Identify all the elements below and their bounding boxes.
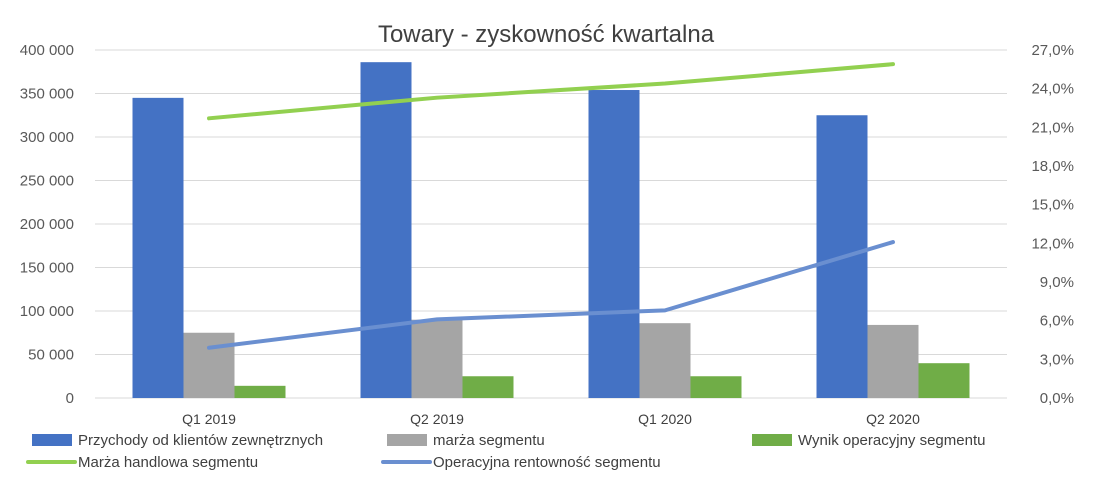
series-line [207, 240, 895, 350]
bar [462, 376, 514, 398]
lines [207, 62, 895, 350]
legend-swatch [752, 434, 792, 446]
y-left-tick-label: 100 000 [20, 303, 74, 320]
bar [360, 62, 412, 399]
bar [411, 319, 463, 398]
x-tick-label: Q2 2020 [866, 411, 920, 427]
bar [918, 363, 970, 398]
bar [183, 332, 235, 398]
legend-label: Marża handlowa segmentu [78, 454, 258, 471]
legend-label: Wynik operacyjny segmentu [798, 432, 985, 449]
y-right-tick-label: 6,0% [1040, 313, 1074, 330]
y-right-tick-label: 0,0% [1040, 390, 1074, 407]
y-left-tick-label: 250 000 [20, 173, 74, 190]
y-right-tick-label: 9,0% [1040, 274, 1074, 291]
y-right-tick-label: 3,0% [1040, 351, 1074, 368]
x-axis: Q1 2019 Q2 2019 Q1 2020 Q2 2020 [182, 411, 920, 427]
y-left-tick-label: 150 000 [20, 260, 74, 277]
y-left-tick-label: 200 000 [20, 216, 74, 233]
x-tick-label: Q2 2019 [410, 411, 464, 427]
y-right-tick-label: 18,0% [1031, 158, 1074, 175]
y-left-tick-label: 50 000 [28, 347, 74, 364]
y-right-tick-label: 21,0% [1031, 119, 1074, 136]
y-right-tick-label: 27,0% [1031, 42, 1074, 59]
legend-label: Operacyjna rentowność segmentu [433, 454, 661, 471]
y-left-tick-label: 400 000 [20, 42, 74, 59]
bar [588, 90, 640, 399]
bar [867, 324, 919, 398]
y-left-tick-label: 0 [66, 390, 74, 407]
legend-label: Przychody od klientów zewnętrznych [78, 432, 323, 449]
x-tick-label: Q1 2019 [182, 411, 236, 427]
y-right-tick-label: 15,0% [1031, 197, 1074, 214]
bar [132, 97, 184, 398]
x-tick-label: Q1 2020 [638, 411, 692, 427]
legend: Przychody od klientów zewnętrznych marża … [26, 432, 985, 471]
legend-label: marża segmentu [433, 432, 545, 449]
legend-swatch [387, 434, 427, 446]
chart-title: Towary - zyskowność kwartalna [378, 21, 715, 48]
right-axis: 0,0% 3,0% 6,0% 9,0% 12,0% 15,0% 18,0% 21,0% 24,0… [1031, 42, 1074, 407]
bar [639, 323, 691, 398]
legend-swatch [32, 434, 72, 446]
y-left-tick-label: 350 000 [20, 86, 74, 103]
bar [234, 385, 286, 398]
bar [690, 376, 742, 398]
left-axis: 0 50 000 100 000 150 000 200 000 250 000 300 0… [20, 42, 74, 407]
y-right-tick-label: 12,0% [1031, 235, 1074, 252]
grid [95, 49, 1007, 399]
bars [132, 62, 970, 399]
series-line [207, 62, 895, 121]
y-right-tick-label: 24,0% [1031, 81, 1074, 98]
y-left-tick-label: 300 000 [20, 129, 74, 146]
